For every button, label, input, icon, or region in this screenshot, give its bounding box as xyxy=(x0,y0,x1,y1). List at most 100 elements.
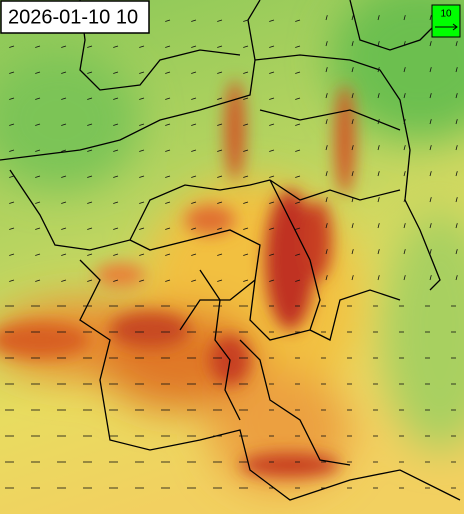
wind-arrow xyxy=(269,97,275,100)
wind-arrow xyxy=(87,97,93,100)
wind-arrow xyxy=(377,275,380,281)
wind-arrow xyxy=(35,149,41,152)
wind-arrow xyxy=(217,45,223,48)
wind-arrow xyxy=(191,227,197,230)
wind-arrow xyxy=(61,71,67,74)
wind-arrow xyxy=(9,253,15,256)
wind-arrow xyxy=(429,223,432,229)
wind-arrow xyxy=(113,227,119,230)
wind-arrow xyxy=(165,123,171,126)
wind-arrow xyxy=(429,145,432,151)
wind-arrow xyxy=(217,279,223,282)
wind-arrow xyxy=(351,275,354,281)
wind-arrow xyxy=(165,227,171,230)
wind-arrow xyxy=(61,175,67,178)
wind-arrow xyxy=(139,253,145,256)
wind-arrow xyxy=(87,149,93,152)
wind-arrow xyxy=(9,123,15,126)
wind-arrow xyxy=(243,227,249,230)
wind-arrow xyxy=(165,175,171,178)
wind-arrow xyxy=(429,171,432,177)
timestamp-box xyxy=(0,0,150,34)
wind-arrow xyxy=(325,15,328,21)
wind-arrow xyxy=(35,45,41,48)
wind-arrow xyxy=(295,227,301,230)
wind-arrow xyxy=(351,171,354,177)
wind-arrow xyxy=(351,93,354,99)
wind-arrow xyxy=(403,41,406,47)
wind-arrow xyxy=(377,171,380,177)
wind-arrow xyxy=(9,279,15,282)
wind-arrow xyxy=(113,45,119,48)
wind-arrow xyxy=(113,149,119,152)
wind-arrow xyxy=(295,97,301,100)
wind-arrow xyxy=(139,149,145,152)
wind-arrow xyxy=(87,253,93,256)
wind-arrow xyxy=(191,149,197,152)
wind-arrow xyxy=(295,45,301,48)
wind-arrow xyxy=(325,249,328,255)
wind-arrow xyxy=(9,71,15,74)
wind-arrow xyxy=(139,71,145,74)
wind-arrow xyxy=(165,71,171,74)
wind-arrow xyxy=(61,253,67,256)
wind-arrow xyxy=(113,201,119,204)
wind-arrow xyxy=(217,227,223,230)
hotspots xyxy=(0,80,355,477)
wind-arrow xyxy=(217,149,223,152)
wind-arrow xyxy=(325,145,328,151)
wind-arrow xyxy=(377,41,380,47)
wind-arrow xyxy=(165,201,171,204)
wind-arrow xyxy=(269,253,275,256)
wind-arrow xyxy=(455,171,458,177)
wind-arrow xyxy=(351,197,354,203)
wind-arrow xyxy=(403,275,406,281)
wind-arrow xyxy=(269,71,275,74)
wind-arrow xyxy=(9,201,15,204)
wind-arrow xyxy=(243,253,249,256)
wind-arrow xyxy=(9,97,15,100)
wind-arrow xyxy=(191,97,197,100)
wind-arrow xyxy=(217,71,223,74)
wind-arrow xyxy=(377,93,380,99)
wind-arrow xyxy=(325,41,328,47)
wind-arrow xyxy=(217,19,223,22)
wind-arrow xyxy=(113,253,119,256)
wind-arrow xyxy=(87,45,93,48)
wind-arrow xyxy=(191,253,197,256)
wind-arrow xyxy=(165,279,171,282)
wind-arrow xyxy=(165,19,171,22)
wind-arrow xyxy=(61,123,67,126)
wind-arrow xyxy=(403,93,406,99)
wind-arrow xyxy=(113,97,119,100)
wind-arrow xyxy=(35,97,41,100)
wind-arrow xyxy=(455,93,458,99)
wind-arrow xyxy=(351,41,354,47)
wind-arrow xyxy=(191,123,197,126)
wind-arrow xyxy=(351,119,354,125)
wind-arrow xyxy=(61,279,67,282)
wind-arrow xyxy=(87,227,93,230)
wind-arrow xyxy=(191,201,197,204)
wind-arrow xyxy=(269,227,275,230)
wind-arrow xyxy=(9,149,15,152)
wind-arrow xyxy=(243,19,249,22)
timestamp: 2026-01-10 10 xyxy=(8,6,138,28)
wind-arrow xyxy=(269,175,275,178)
wind-arrow xyxy=(269,149,275,152)
wind-arrow xyxy=(87,123,93,126)
wind-arrow xyxy=(429,119,432,125)
wind-arrow xyxy=(217,175,223,178)
wind-arrow xyxy=(35,175,41,178)
wind-arrow xyxy=(191,71,197,74)
wind-arrow xyxy=(429,15,432,21)
wind-arrow xyxy=(351,145,354,151)
wind-arrow xyxy=(403,171,406,177)
wind-arrow xyxy=(61,45,67,48)
wind-arrow xyxy=(269,45,275,48)
wind-arrow xyxy=(243,149,249,152)
wind-arrow xyxy=(139,45,145,48)
wind-arrow xyxy=(165,149,171,152)
wind-arrow xyxy=(61,97,67,100)
